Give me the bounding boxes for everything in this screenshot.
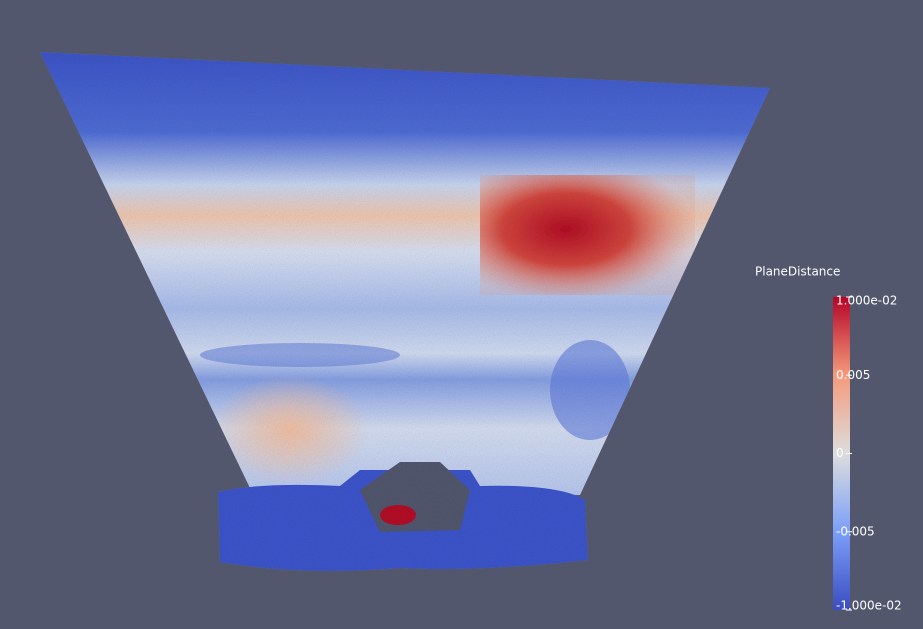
point-cloud (40, 52, 770, 571)
tick-label: -1.000e-02 (836, 599, 902, 613)
color-legend: PlaneDistance 1.000e-02 0.005 0 -0.005 -1.00… (755, 265, 902, 613)
page: {"colorbar": {"title": "PlaneDistance", … (0, 0, 923, 629)
render-view: PlaneDistance 1.000e-02 0.005 0 -0.005 -1.00… (0, 0, 923, 629)
legend-title: PlaneDistance (755, 265, 840, 279)
tick-label: -0.005 (836, 524, 875, 538)
tick-label: 0.005 (836, 368, 870, 382)
tick-label: 0 (836, 446, 844, 460)
tick-label: 1.000e-02 (836, 294, 897, 308)
